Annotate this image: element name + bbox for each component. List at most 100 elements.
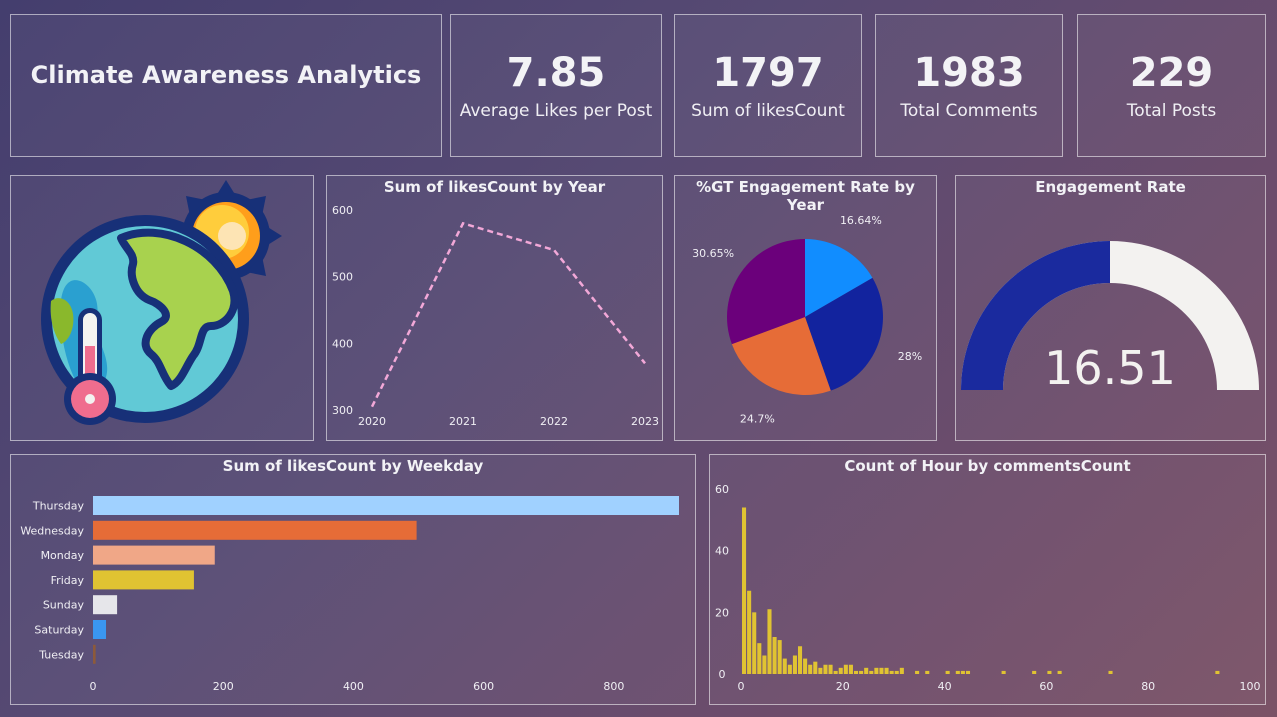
y-tick-label: 0	[719, 668, 726, 681]
category-label: Sunday	[43, 599, 85, 612]
x-tick-label: 200	[213, 680, 234, 693]
x-tick-label: 2022	[540, 415, 568, 428]
bar	[965, 670, 971, 674]
x-tick-label: 2023	[631, 415, 659, 428]
x-tick-label: 2021	[449, 415, 477, 428]
bar	[833, 670, 838, 674]
bar	[818, 667, 823, 674]
kpi-value: 1797	[712, 50, 824, 96]
bar	[838, 667, 843, 674]
category-label: Wednesday	[20, 524, 84, 537]
y-tick-label: 40	[715, 545, 729, 558]
pie-slice	[805, 277, 883, 391]
bar	[1108, 670, 1113, 674]
bar	[955, 670, 960, 674]
bar	[884, 667, 889, 674]
bar	[93, 620, 107, 639]
engagement-by-year-chart[interactable]: %GT Engagement Rate by Year 16.64% 28% 24.…	[674, 175, 937, 441]
bar	[93, 595, 118, 615]
y-tick-label: 60	[715, 483, 729, 496]
bar	[864, 667, 869, 674]
line-chart-svg: 300 400 500 600 2020 2021 2022 2023	[332, 204, 659, 428]
dashboard-title: Climate Awareness Analytics	[30, 60, 422, 89]
bar	[762, 655, 767, 674]
x-tick-label: 80	[1141, 680, 1155, 693]
bar	[899, 667, 904, 674]
likes-by-weekday-chart[interactable]: Sum of likesCount by Weekday Thursday Wed…	[10, 454, 696, 705]
bar	[808, 664, 813, 674]
chart-title: Sum of likesCount by Year	[383, 178, 606, 196]
kpi-label: Average Likes per Post	[459, 101, 653, 121]
bar	[823, 664, 828, 674]
chart-title: Sum of likesCount by Weekday	[222, 457, 484, 475]
bar	[1032, 670, 1037, 674]
x-tick-label: 400	[343, 680, 364, 693]
engagement-rate-gauge-card[interactable]: Engagement Rate 16.51	[955, 175, 1266, 441]
kpi-label: Total Posts	[1126, 101, 1217, 121]
bar	[93, 570, 194, 590]
y-tick-label: 400	[332, 337, 353, 350]
bar	[792, 655, 797, 674]
bar	[742, 507, 747, 674]
bar	[93, 545, 215, 565]
bar	[848, 664, 853, 674]
pie-slice	[805, 239, 873, 317]
pie-label: 30.65%	[692, 247, 734, 260]
kpi-card-total-comments[interactable]: 1983 Total Comments	[875, 14, 1063, 157]
title-card: Climate Awareness Analytics	[10, 14, 442, 157]
x-tick-label: 600	[473, 680, 494, 693]
bar	[747, 590, 752, 674]
bar	[925, 670, 930, 674]
x-tick-label: 0	[90, 680, 97, 693]
kpi-card-avg-likes[interactable]: 7.85 Average Likes per Post	[450, 14, 662, 157]
series-line	[370, 221, 646, 408]
bar	[93, 644, 96, 664]
earth-thermometer-icon	[41, 180, 282, 425]
category-label: Monday	[41, 549, 85, 562]
kpi-card-sum-likes[interactable]: 1797 Sum of likesCount	[674, 14, 862, 157]
kpi-value: 7.85	[506, 50, 606, 96]
kpi-value: 1983	[913, 50, 1025, 96]
bar	[915, 670, 920, 674]
bar	[772, 637, 777, 674]
bar	[960, 670, 965, 674]
x-tick-label: 2020	[358, 415, 386, 428]
pie-chart-svg: 16.64% 28% 24.7% 30.65%	[692, 214, 922, 425]
bar	[879, 667, 884, 674]
kpi-label: Total Comments	[900, 101, 1038, 121]
hour-by-comments-chart[interactable]: Count of Hour by commentsCount 0 20 40 60 0 2…	[709, 454, 1266, 705]
bar	[853, 670, 859, 674]
x-tick-label: 40	[938, 680, 952, 693]
bar	[797, 646, 803, 674]
x-tick-label: 20	[836, 680, 850, 693]
bar	[1001, 670, 1006, 674]
pie-slice	[731, 317, 831, 395]
category-label: Tuesday	[38, 648, 84, 661]
bar	[869, 670, 874, 674]
bar	[1215, 670, 1220, 674]
x-tick-label: 0	[738, 680, 745, 693]
bar	[1047, 670, 1052, 674]
bar	[874, 667, 879, 674]
bar	[767, 609, 772, 674]
y-tick-label: 600	[332, 204, 353, 217]
category-label: Thursday	[32, 500, 85, 513]
bar	[752, 612, 757, 674]
bar	[93, 520, 417, 540]
kpi-card-total-posts[interactable]: 229 Total Posts	[1077, 14, 1266, 157]
x-tick-label: 60	[1039, 680, 1053, 693]
x-tick-label: 800	[603, 680, 624, 693]
bar	[828, 664, 833, 674]
bar	[803, 658, 808, 674]
gauge-value: 16.51	[1044, 341, 1176, 395]
kpi-label: Sum of likesCount	[691, 101, 845, 121]
gauge-svg: 16.51	[961, 241, 1259, 395]
likes-by-year-chart[interactable]: Sum of likesCount by Year 300 400 500 600 20…	[326, 175, 663, 441]
bar	[945, 670, 950, 674]
pie-label: 16.64%	[840, 214, 882, 227]
y-tick-label: 300	[332, 404, 353, 417]
category-label: Friday	[51, 574, 85, 587]
chart-title: %GT Engagement Rate by Year	[696, 178, 915, 214]
gauge-fill	[961, 241, 1110, 390]
y-tick-label: 500	[332, 271, 353, 284]
